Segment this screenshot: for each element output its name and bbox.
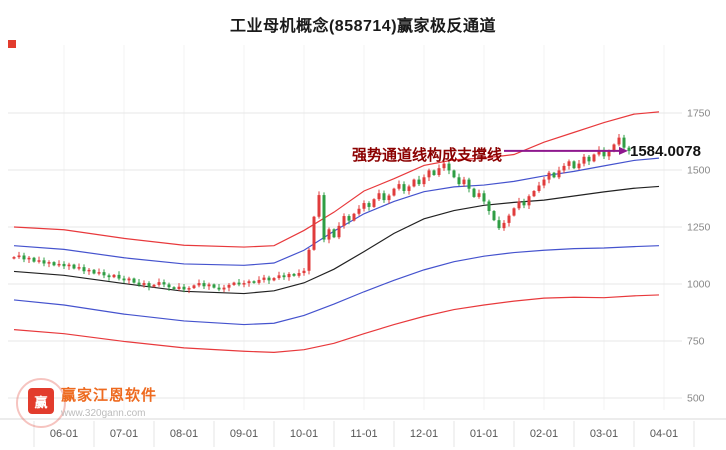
watermark-brand-text: 赢家江恩软件: [61, 387, 158, 404]
red-corner-marker-icon: [8, 40, 16, 48]
x-tick-label: 11-01: [350, 428, 377, 440]
support-annotation-text: 强势通道线构成支撑线: [352, 147, 503, 164]
y-tick-label: 750: [687, 336, 705, 348]
x-tick-label: 07-01: [110, 428, 138, 440]
y-axis-labels: 500 750 1000 1250 1500 1750: [687, 108, 711, 405]
x-tick-label: 08-01: [170, 428, 198, 440]
x-axis-strip: [0, 418, 726, 447]
channel-line-inner-lower: [13, 245, 660, 326]
y-tick-label: 1000: [687, 279, 711, 291]
watermark-url-text: www.320gann.com: [61, 408, 146, 419]
brand-logo-icon: 赢: [28, 388, 54, 414]
x-tick-label: 04-01: [650, 428, 678, 440]
x-tick-label: 02-01: [530, 428, 558, 440]
x-tick-label: 12-01: [410, 428, 438, 440]
x-tick-label: 10-01: [290, 428, 318, 440]
price-value-label: 1584.0078: [630, 143, 701, 160]
gridlines: [8, 45, 682, 410]
chart-title: 工业母机概念(858714)赢家极反通道: [229, 18, 497, 35]
watermark: 赢 赢家江恩软件 www.320gann.com: [28, 384, 157, 419]
y-tick-label: 1250: [687, 222, 711, 234]
channel-line-inner-upper: [13, 157, 660, 266]
x-tick-label: 09-01: [230, 428, 258, 440]
y-tick-label: 1500: [687, 165, 711, 177]
channel-line-middle: [13, 185, 660, 295]
support-line: [504, 146, 628, 155]
channel-line-outer-upper: [13, 111, 660, 248]
channel-line-outer-lower: [13, 294, 660, 354]
channel-lines: [13, 111, 660, 354]
x-tick-label: 06-01: [50, 428, 78, 440]
y-tick-label: 1750: [687, 108, 711, 120]
arrow-right-icon: [619, 146, 628, 155]
x-tick-label: 01-01: [470, 428, 498, 440]
x-axis-labels: 06-01 07-01 08-01 09-01 10-01 11-01 12-01 01-01…: [50, 428, 678, 440]
y-tick-label: 500: [687, 393, 705, 405]
watermark-seal-icon: [16, 378, 66, 428]
candles: [12, 133, 631, 294]
x-tick-label: 03-01: [590, 428, 618, 440]
